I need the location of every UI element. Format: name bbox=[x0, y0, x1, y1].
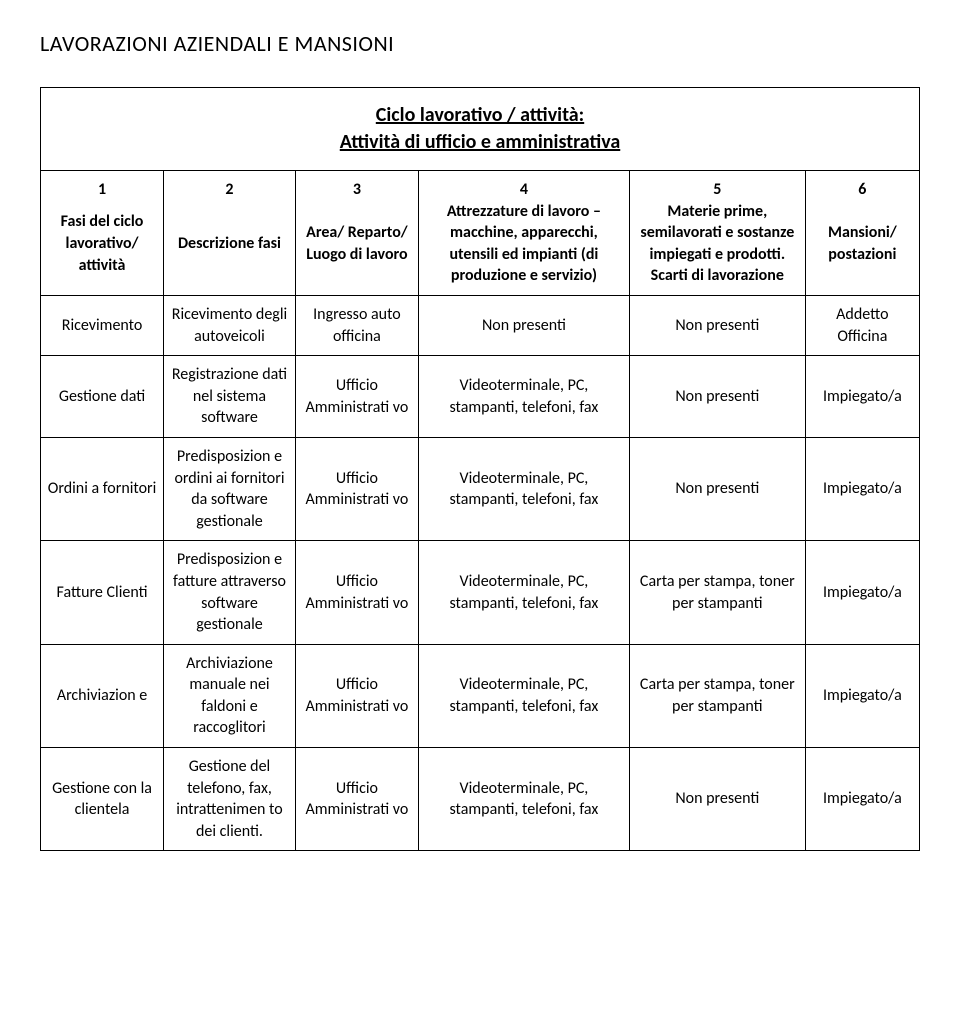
table-row: Gestione dati Registrazione dati nel sis… bbox=[41, 356, 920, 438]
cell-phase: Fatture Clienti bbox=[41, 541, 164, 644]
cell-area: Ufficio Amministrati vo bbox=[295, 541, 418, 644]
cell-area: Ufficio Amministrati vo bbox=[295, 644, 418, 747]
cell-phase: Gestione dati bbox=[41, 356, 164, 438]
cell-mat: Non presenti bbox=[629, 295, 805, 355]
cell-role: Addetto Officina bbox=[805, 295, 919, 355]
cell-mat: Non presenti bbox=[629, 748, 805, 851]
subtitle-line-2: Attività di ufficio e amministrativa bbox=[51, 129, 909, 156]
cell-role: Impiegato/a bbox=[805, 541, 919, 644]
cell-area: Ufficio Amministrati vo bbox=[295, 748, 418, 851]
subtitle-line-1: Ciclo lavorativo / attività: bbox=[51, 102, 909, 129]
cell-descr: Predisposizion e fatture attraverso soft… bbox=[164, 541, 296, 644]
cell-descr: Predisposizion e ordini ai fornitori da … bbox=[164, 437, 296, 540]
header-label-5: Materie prime, semilavorati e sostanze i… bbox=[629, 201, 805, 296]
cell-mat: Non presenti bbox=[629, 437, 805, 540]
cell-descr: Archiviazione manuale nei faldoni e racc… bbox=[164, 644, 296, 747]
header-num-5: 5 bbox=[629, 171, 805, 201]
header-label-2: Descrizione fasi bbox=[164, 201, 296, 296]
cell-area: Ufficio Amministrati vo bbox=[295, 356, 418, 438]
subtitle-box: Ciclo lavorativo / attività: Attività di… bbox=[40, 87, 920, 170]
header-num-4: 4 bbox=[418, 171, 629, 201]
table-row: Gestione con la clientela Gestione del t… bbox=[41, 748, 920, 851]
header-num-2: 2 bbox=[164, 171, 296, 201]
header-num-6: 6 bbox=[805, 171, 919, 201]
cell-role: Impiegato/a bbox=[805, 644, 919, 747]
header-label-6: Mansioni/ postazioni bbox=[805, 201, 919, 296]
table-row: Fatture Clienti Predisposizion e fatture… bbox=[41, 541, 920, 644]
header-label-3: Area/ Reparto/ Luogo di lavoro bbox=[295, 201, 418, 296]
cell-equip: Videoterminale, PC, stampanti, telefoni,… bbox=[418, 437, 629, 540]
cell-role: Impiegato/a bbox=[805, 437, 919, 540]
table-row: Ordini a fornitori Predisposizion e ordi… bbox=[41, 437, 920, 540]
cell-descr: Gestione del telefono, fax, intrattenime… bbox=[164, 748, 296, 851]
cell-descr: Ricevimento degli autoveicoli bbox=[164, 295, 296, 355]
main-table: 1 2 3 4 5 6 Fasi del ciclo lavorativo/ a… bbox=[40, 170, 920, 851]
cell-mat: Carta per stampa, toner per stampanti bbox=[629, 644, 805, 747]
cell-equip: Videoterminale, PC, stampanti, telefoni,… bbox=[418, 644, 629, 747]
cell-equip: Videoterminale, PC, stampanti, telefoni,… bbox=[418, 356, 629, 438]
header-num-1: 1 bbox=[41, 171, 164, 201]
cell-equip: Videoterminale, PC, stampanti, telefoni,… bbox=[418, 748, 629, 851]
cell-phase: Ordini a fornitori bbox=[41, 437, 164, 540]
cell-area: Ingresso auto officina bbox=[295, 295, 418, 355]
header-num-3: 3 bbox=[295, 171, 418, 201]
cell-role: Impiegato/a bbox=[805, 356, 919, 438]
cell-phase: Ricevimento bbox=[41, 295, 164, 355]
cell-area: Ufficio Amministrati vo bbox=[295, 437, 418, 540]
table-body: 1 2 3 4 5 6 Fasi del ciclo lavorativo/ a… bbox=[41, 171, 920, 851]
cell-equip: Videoterminale, PC, stampanti, telefoni,… bbox=[418, 541, 629, 644]
cell-mat: Non presenti bbox=[629, 356, 805, 438]
cell-mat: Carta per stampa, toner per stampanti bbox=[629, 541, 805, 644]
header-number-row: 1 2 3 4 5 6 bbox=[41, 171, 920, 201]
header-label-row: Fasi del ciclo lavorativo/ attività Desc… bbox=[41, 201, 920, 296]
cell-descr: Registrazione dati nel sistema software bbox=[164, 356, 296, 438]
page-title: LAVORAZIONI AZIENDALI E MANSIONI bbox=[40, 30, 920, 57]
cell-phase: Gestione con la clientela bbox=[41, 748, 164, 851]
table-row: Ricevimento Ricevimento degli autoveicol… bbox=[41, 295, 920, 355]
cell-equip: Non presenti bbox=[418, 295, 629, 355]
cell-role: Impiegato/a bbox=[805, 748, 919, 851]
header-label-4: Attrezzature di lavoro – macchine, appar… bbox=[418, 201, 629, 296]
cell-phase: Archiviazion e bbox=[41, 644, 164, 747]
header-label-1: Fasi del ciclo lavorativo/ attività bbox=[41, 201, 164, 296]
table-row: Archiviazion e Archiviazione manuale nei… bbox=[41, 644, 920, 747]
